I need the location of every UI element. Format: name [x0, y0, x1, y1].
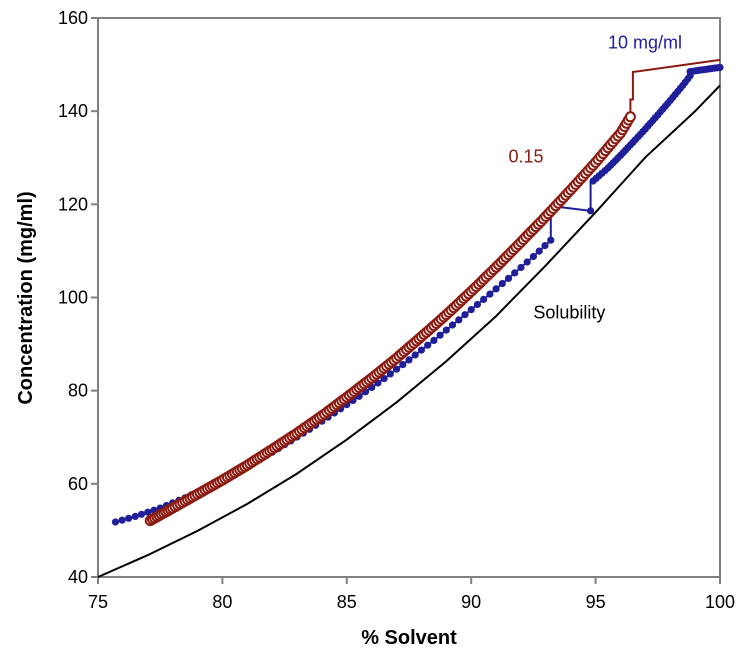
y-tick-label: 120 [58, 194, 88, 214]
red-data-point [624, 111, 636, 123]
blue-series-line [115, 66, 721, 523]
blue-data-point [393, 365, 401, 373]
blue-data-point [411, 351, 419, 359]
y-tick-label: 40 [68, 567, 88, 587]
y-tick-label: 140 [58, 101, 88, 121]
blue-data-point [424, 341, 432, 349]
solubility-line [97, 84, 721, 578]
y-tick-label: 100 [58, 288, 88, 308]
blue-data-point [386, 370, 394, 378]
blue-data-point [535, 247, 543, 255]
blue-data-point [455, 316, 463, 324]
blue-data-point [473, 300, 481, 309]
blue-data-point [137, 510, 146, 518]
x-axis-title: % Solvent [361, 627, 457, 649]
solubility-curve-layer [97, 84, 721, 578]
x-tick-label: 75 [88, 592, 108, 612]
blue-data-point [529, 252, 538, 261]
blue-data-point [436, 331, 444, 339]
blue-data-point [587, 207, 595, 215]
blue-data-point [504, 274, 513, 282]
x-tick-label: 80 [212, 592, 232, 612]
axes: 40 60 80 100 120 140 160 75 80 85 90 95 100 [58, 8, 735, 612]
blue-data-point [399, 361, 407, 369]
blue-data-point [405, 356, 413, 364]
blue-data-point [448, 321, 457, 329]
blue-data-point [380, 375, 388, 383]
blue-data-point [442, 326, 450, 334]
y-tick-label: 60 [68, 474, 88, 494]
x-tick-label: 85 [337, 592, 357, 612]
blue-data-point [430, 336, 438, 344]
blue-data-point [547, 236, 555, 244]
y-tick-label: 80 [68, 381, 88, 401]
series-blue-layer [111, 63, 724, 526]
blue-data-point [417, 346, 425, 354]
blue-data-point [118, 516, 126, 524]
blue-data-point [541, 242, 549, 250]
blue-data-point [511, 269, 519, 277]
blue-data-point [111, 518, 119, 526]
blue-data-point [498, 280, 506, 288]
annotation-solubility: Solubility [533, 303, 605, 323]
blue-data-point [517, 263, 525, 272]
blue-data-point [461, 311, 469, 319]
blue-data-point [125, 514, 133, 522]
y-axis-title: Concentration (mg/ml) [15, 191, 37, 404]
blue-data-point [131, 512, 139, 521]
red-series-line [149, 58, 721, 522]
x-tick-label: 95 [586, 592, 606, 612]
blue-data-point [467, 306, 475, 314]
x-tick-label: 90 [461, 592, 481, 612]
series-red-layer [144, 58, 721, 527]
annotation-0-15: 0.15 [509, 146, 544, 166]
blue-data-point [523, 258, 531, 266]
x-tick-label: 100 [705, 592, 735, 612]
y-tick-label: 160 [58, 8, 88, 28]
blue-data-point [480, 295, 488, 303]
blue-data-point [716, 63, 724, 71]
annotation-10-mg-ml: 10 mg/ml [608, 32, 682, 52]
annotations-layer: 10 mg/ml 0.15 Solubility [509, 32, 683, 322]
blue-data-point [492, 285, 500, 293]
blue-data-point [486, 290, 494, 298]
blue-data-point [144, 508, 152, 516]
